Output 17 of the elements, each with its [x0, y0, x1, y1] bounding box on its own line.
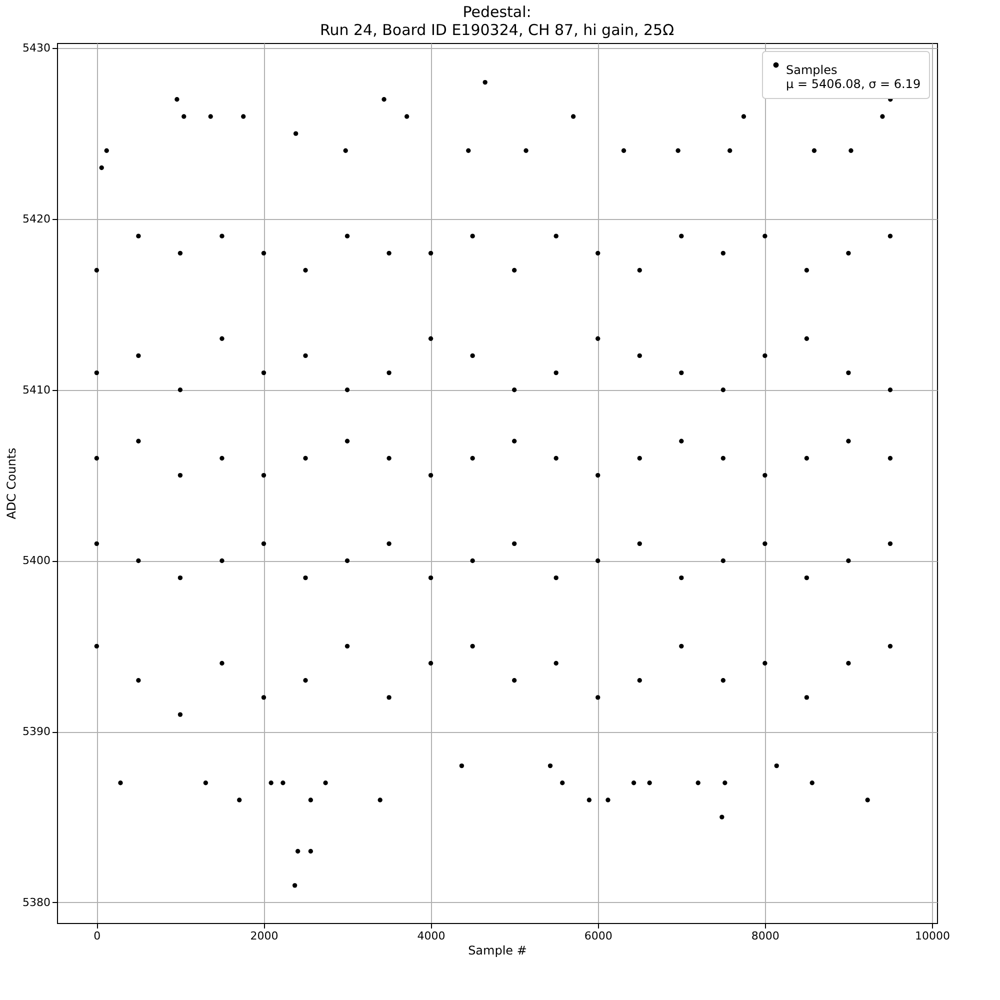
y-axis-title: ADC Counts	[4, 448, 19, 520]
x-tick-label: 10000	[914, 930, 950, 942]
chart-subtitle: Run 24, Board ID E190324, CH 87, hi gain, 25Ω	[320, 21, 674, 40]
y-tick-label: 5400	[22, 554, 50, 568]
legend-label: Samples μ = 5406.08, σ = 6.19	[786, 63, 921, 91]
y-tick-label: 5420	[22, 212, 50, 226]
y-tick-label: 5390	[22, 725, 50, 738]
x-tick-label: 6000	[584, 930, 612, 942]
y-tick-label: 5430	[22, 42, 50, 55]
x-tick-label: 2000	[250, 930, 278, 942]
x-axis-title: Sample #	[468, 944, 527, 958]
x-tick-label: 8000	[751, 930, 780, 942]
chart-title: Pedestal:	[462, 3, 532, 22]
x-tick-label: 0	[94, 930, 101, 942]
y-tick-label: 5380	[22, 896, 50, 909]
y-tick-label: 5410	[22, 383, 50, 396]
x-tick-label: 4000	[417, 930, 446, 942]
